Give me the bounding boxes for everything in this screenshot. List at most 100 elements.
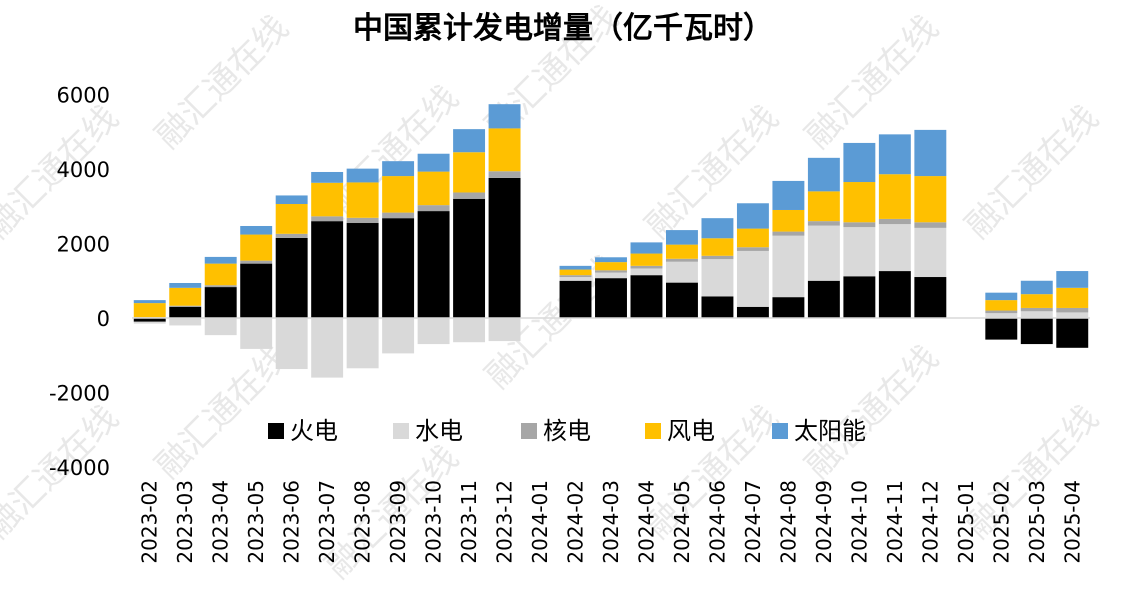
bar-segment xyxy=(559,277,592,281)
bar-segment xyxy=(630,275,663,318)
bar-segment xyxy=(346,168,379,183)
bar-segment xyxy=(807,280,840,318)
watermark-text: 融汇通在线 xyxy=(958,98,1106,246)
bar-segment xyxy=(169,318,202,326)
bar-segment xyxy=(275,195,308,205)
bar-segment xyxy=(453,192,486,199)
bar-segment xyxy=(311,318,344,378)
bar-segment xyxy=(453,129,486,153)
bar-segment xyxy=(1020,307,1053,312)
legend-label: 水电 xyxy=(415,417,463,445)
bar-segment xyxy=(843,182,876,223)
bar-segment xyxy=(382,218,415,318)
bar-segment xyxy=(204,263,237,286)
bar-segment xyxy=(346,217,379,224)
bar-segment xyxy=(169,305,202,307)
x-tick-label: 2023-08 xyxy=(351,480,375,564)
bar-segment xyxy=(382,161,415,177)
bar-segment xyxy=(417,171,450,206)
bar-segment xyxy=(736,203,769,229)
legend-swatch xyxy=(521,423,537,439)
bar-segment xyxy=(772,297,805,318)
bar-segment xyxy=(878,271,911,318)
bar-segment xyxy=(453,152,486,193)
legend-label: 太阳能 xyxy=(794,417,866,445)
x-tick-label: 2025-02 xyxy=(989,480,1013,564)
bar-segment xyxy=(204,285,237,288)
x-tick-label: 2024-01 xyxy=(528,480,552,564)
bar-segment xyxy=(666,230,698,245)
bar-segment xyxy=(1056,318,1089,348)
x-tick-label: 2023-03 xyxy=(173,480,197,564)
bar-segment xyxy=(204,256,237,264)
bar-segment xyxy=(878,174,911,219)
bar-segment xyxy=(488,177,521,318)
bar-segment xyxy=(772,209,805,232)
bar-segment xyxy=(346,182,379,218)
bar-segment xyxy=(985,313,1018,318)
bar-segment xyxy=(133,321,166,324)
bar-segment xyxy=(559,269,592,276)
bar-segment xyxy=(311,182,344,217)
bar-segment xyxy=(382,212,415,219)
bar-segment xyxy=(382,318,415,354)
bar-segment xyxy=(736,228,769,248)
legend-swatch xyxy=(645,423,661,439)
bar-segment xyxy=(311,221,344,318)
bar-segment xyxy=(595,257,627,263)
bar-segment xyxy=(240,234,273,261)
bar-segment xyxy=(595,272,627,279)
bar-segment xyxy=(807,225,840,281)
x-tick-label: 2023-10 xyxy=(422,480,446,564)
bar-segment xyxy=(417,318,450,345)
bar-segment xyxy=(488,104,521,129)
bar-segment xyxy=(736,247,769,251)
bar-segment xyxy=(914,277,947,318)
bar-segment xyxy=(169,287,202,306)
bar-segment xyxy=(1020,294,1053,308)
bar-segment xyxy=(772,180,805,210)
bar-segment xyxy=(133,300,166,304)
x-tick-label: 2023-09 xyxy=(386,480,410,564)
bar-segment xyxy=(169,282,202,288)
bar-segment xyxy=(843,276,876,318)
y-axis: 6000 4000 2000 0 -2000 -4000 xyxy=(49,84,110,481)
bar-segment xyxy=(595,262,627,271)
bar-segment xyxy=(630,265,663,269)
x-tick-label: 2024-09 xyxy=(812,480,836,564)
bar-segment xyxy=(1020,280,1053,295)
bar-segment xyxy=(878,218,911,225)
bar-segment xyxy=(701,259,734,297)
bar-segment xyxy=(275,237,308,318)
bar-segment xyxy=(1020,318,1053,345)
bar-segment xyxy=(666,261,698,283)
bar-segment xyxy=(736,250,769,307)
watermark-text: 融汇通在线 xyxy=(148,338,296,486)
y-tick-label: 4000 xyxy=(57,158,110,182)
legend-label: 火电 xyxy=(290,417,338,445)
x-tick-label: 2024-06 xyxy=(705,480,729,564)
x-axis: 2023-02 2023-03 2023-04 2023-05 2023-06 2023-… xyxy=(138,480,1085,564)
bar-segment xyxy=(488,318,521,342)
bar-segment xyxy=(488,171,521,178)
bar-segment xyxy=(311,216,344,222)
x-tick-label: 2024-12 xyxy=(918,480,942,564)
bar-segment xyxy=(595,278,627,318)
chart-title: 中国累计发电增量（亿千瓦时） xyxy=(353,11,773,46)
x-tick-label: 2023-07 xyxy=(315,480,339,564)
bar-segment xyxy=(133,303,166,318)
bar-segment xyxy=(559,265,592,270)
bar-segment xyxy=(275,233,308,238)
x-tick-label: 2024-08 xyxy=(776,480,800,564)
bar-segment xyxy=(204,318,237,336)
x-tick-label: 2024-02 xyxy=(564,480,588,564)
bar-segment xyxy=(878,224,911,272)
y-tick-label: 6000 xyxy=(57,84,110,108)
y-tick-label: -4000 xyxy=(49,456,110,480)
bar-segment xyxy=(453,318,486,343)
bar-segment xyxy=(666,244,698,259)
bar-segment xyxy=(453,198,486,318)
bar-segment xyxy=(133,318,166,322)
watermark-text: 融汇通在线 xyxy=(798,338,946,486)
